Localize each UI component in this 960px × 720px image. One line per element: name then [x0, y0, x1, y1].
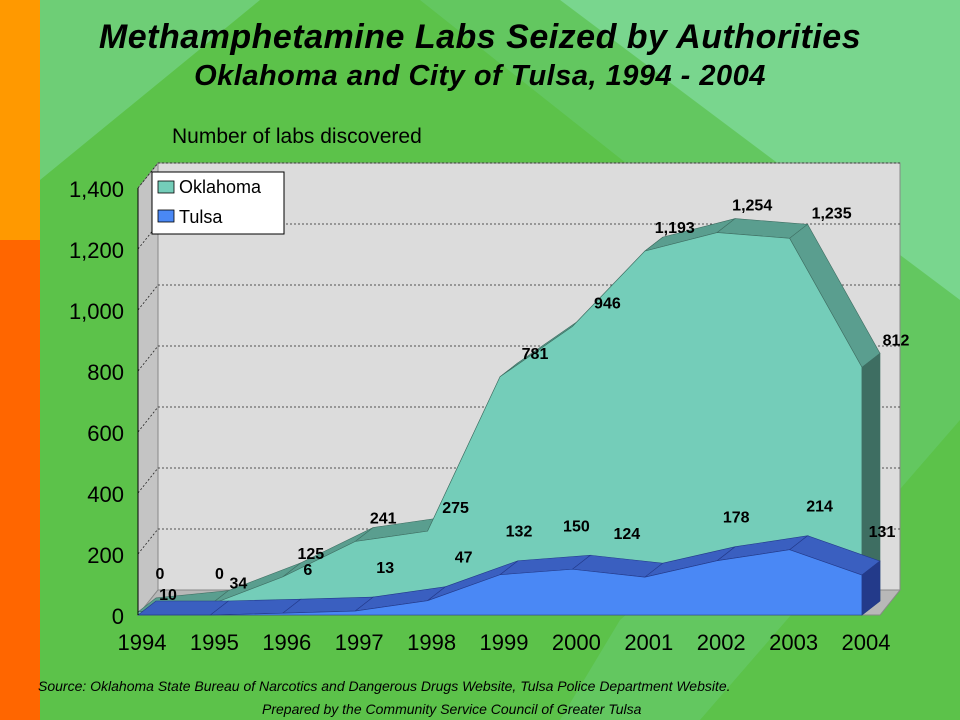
data-label: 150 — [563, 518, 590, 535]
y-tick-label: 1,200 — [69, 238, 124, 263]
gridline — [137, 162, 900, 189]
series-oklahoma — [136, 218, 881, 616]
x-tick-label: 2004 — [842, 630, 891, 655]
data-label: 1,254 — [732, 198, 772, 215]
gridline — [137, 284, 900, 311]
y-tick-label: 1,400 — [69, 177, 124, 202]
x-tick-label: 1998 — [407, 630, 456, 655]
y-axis-title: Number of labs discovered — [172, 125, 422, 148]
data-label: 214 — [806, 499, 833, 516]
data-label: 34 — [230, 576, 248, 593]
y-tick-label: 800 — [87, 360, 124, 385]
gridline — [137, 467, 900, 494]
x-tick-label: 1994 — [118, 630, 167, 655]
data-label: 1,193 — [655, 220, 695, 237]
legend-label-tulsa: Tulsa — [179, 207, 223, 227]
y-tick-label: 600 — [87, 421, 124, 446]
x-tick-label: 1999 — [480, 630, 529, 655]
legend-swatch-oklahoma — [157, 180, 175, 194]
data-label: 124 — [613, 526, 640, 543]
x-tick-label: 1995 — [190, 630, 239, 655]
data-label: 6 — [303, 562, 312, 579]
x-tick-label: 2001 — [624, 630, 673, 655]
y-tick-label: 1,000 — [69, 299, 124, 324]
data-label: 781 — [522, 346, 549, 363]
data-label: 132 — [506, 524, 533, 541]
chart-subtitle: Oklahoma and City of Tulsa, 1994 - 2004 — [194, 60, 766, 92]
x-tick-label: 2000 — [552, 630, 601, 655]
x-tick-label: 1997 — [335, 630, 384, 655]
data-label: 131 — [869, 524, 896, 541]
series-tulsa — [137, 535, 881, 616]
gridline — [137, 345, 900, 372]
y-tick-label: 400 — [87, 482, 124, 507]
data-label: 0 — [156, 566, 165, 583]
series-side-face — [861, 560, 881, 616]
data-label: 125 — [297, 546, 324, 563]
accent-bar-orange — [0, 0, 40, 240]
data-label: 946 — [594, 295, 621, 312]
data-label: 241 — [370, 510, 397, 527]
prepared-by-note: Prepared by the Community Service Counci… — [262, 701, 642, 717]
y-tick-label: 200 — [87, 543, 124, 568]
legend-label-oklahoma: Oklahoma — [179, 177, 262, 197]
x-tick-label: 2003 — [769, 630, 818, 655]
x-tick-label: 2002 — [697, 630, 746, 655]
data-label: 47 — [455, 550, 473, 567]
series-area — [137, 232, 863, 616]
data-label: 13 — [376, 560, 394, 577]
accent-bar-red — [0, 240, 40, 720]
legend-swatch-tulsa — [157, 209, 175, 223]
data-label: 812 — [883, 332, 910, 349]
data-label: 178 — [723, 510, 750, 527]
gridline — [137, 528, 900, 555]
source-note: Source: Oklahoma State Bureau of Narcoti… — [38, 678, 731, 694]
data-label: 1,235 — [812, 205, 852, 222]
data-label: 10 — [159, 587, 177, 604]
gridline — [137, 406, 900, 433]
data-label: 275 — [442, 500, 469, 517]
data-label: 0 — [215, 566, 224, 583]
x-tick-label: 1996 — [262, 630, 311, 655]
y-tick-label: 0 — [112, 604, 124, 629]
chart-title: Methamphetamine Labs Seized by Authoriti… — [98, 18, 862, 56]
